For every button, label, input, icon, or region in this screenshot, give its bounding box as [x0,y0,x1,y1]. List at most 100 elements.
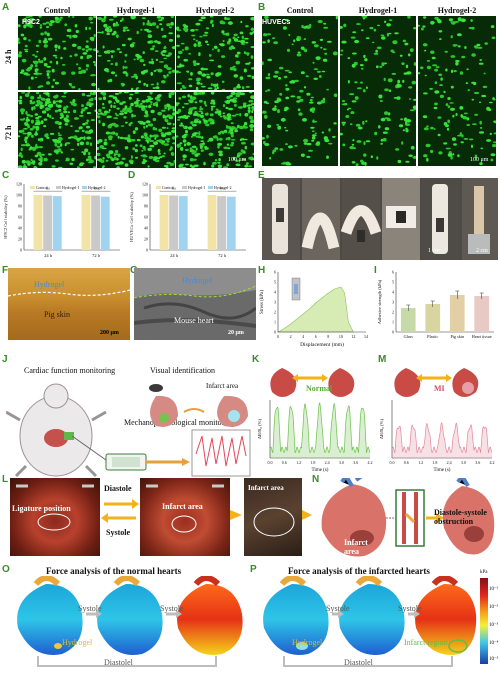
signal-line [391,422,493,454]
infarct-marker-l [146,484,224,533]
panel-j-letter: J [2,354,8,365]
x-tick-label: 3.0 [461,460,466,465]
x-tick-label: 4.2 [368,460,373,465]
legend-swatch [156,186,161,189]
bar [100,196,110,250]
normal-heart-force-maps [17,576,243,667]
fluorescence-tile [262,16,338,166]
panel-f-letter: F [2,265,9,276]
label-normal: Normal [306,384,333,393]
y-axis-label: ΔR/R₀ (%) [379,419,384,439]
label-infarct-area-j: Infarct area [206,382,239,390]
adhesion-photo-strip: 1 cm 2 cm [262,178,498,260]
x-tick-label: 12 [351,334,355,339]
legend-label: Hydrogel-2 [214,186,232,190]
bar [159,195,169,250]
y-tick-label: 60 [18,215,22,220]
bar [178,196,188,250]
sem-mouse-heart: Hydrogel Mouse heart 20 μm [134,268,256,340]
x-tick-label: 24 h [44,253,53,258]
row-label-72h: 72 h [4,125,13,140]
x-tick-label: 24 h [170,253,179,258]
panel-n-letter: N [312,474,320,485]
significance-label: ns [94,186,98,191]
y-tick-label: 4 [392,290,394,295]
y-tick-label: 1 [392,320,394,325]
col-header-hydrogel1: Hydrogel-1 [116,6,156,15]
label-diastole-p: Diastolel [344,658,373,667]
y-tick-label: 1 [274,320,276,325]
panel-b-letter: B [258,2,266,13]
label-infarct-area-n: Infarct area [344,538,368,556]
y-tick-label: 80 [18,204,22,209]
ligature-marker [16,484,94,531]
panel-o-letter: O [2,564,10,575]
scale-bar-e2: 2 cm [476,248,488,254]
x-tick-label: Plastic [427,334,438,339]
title-normal-force: Force analysis of the normal hearts [46,566,182,576]
legend-swatch [182,186,187,189]
y-tick-label: 3 [392,300,394,305]
fluorescence-tile [18,16,96,90]
label-cardiac-monitoring: Cardiac function monitoring [24,366,116,375]
x-axis-label: Displacement (mm) [300,341,344,348]
label-diastole-systole-obstruction: Diastole-systole obstruction [434,508,487,526]
x-tick-label: 3.0 [339,460,344,465]
label-hydrogel-g: Hydrogel [182,276,213,285]
colorbar-tick-4: 10⁻⁴ [489,641,499,646]
fluorescence-tile [18,92,96,168]
arrow-to-zoom [230,510,242,520]
stress-area [276,286,354,333]
col-header-control: Control [43,6,71,15]
label-infarct-region: Infarct region [404,638,448,647]
x-tick-label: 1.8 [310,460,315,465]
x-tick-label: 4.2 [490,460,495,465]
panel-m-letter: M [378,354,387,365]
panel-i-letter: I [374,265,377,276]
label-hydrogel-f: Hydrogel [34,280,65,289]
arrow-to-n [302,510,312,520]
mouse-monitoring-illustration [6,383,251,478]
x-tick-label: 0.0 [390,460,395,465]
chart-i-adhesive-strength: 0 1 2 3 4 5 6 Adhesive strength (kPa) Glass Plast… [377,270,494,339]
col-header-hydrogel2: Hydrogel-2 [195,6,235,15]
legend-label: Hydrogel-1 [62,186,80,190]
force-colorbar [480,578,488,664]
chart-c-h9c2-viability: 0 20 40 60 80 100 120 H9C2 Cell viability (%) 24… [3,182,120,258]
label-ligature-position: Ligature position [12,504,71,513]
label-hydrogel-o: Hydrogel [62,638,93,647]
significance-label: ns [220,186,224,191]
bar [43,195,53,250]
x-tick-label: 1.2 [296,460,301,465]
y-tick-label: 60 [144,215,148,220]
colorbar-tick-3: 10⁻³ [489,623,499,628]
col-header-control-b: Control [286,6,314,15]
x-tick-label: 72 h [92,253,101,258]
y-tick-label: 20 [18,237,22,242]
x-tick-label: Heart tissue [472,334,492,339]
x-tick-label: Glass [404,334,414,339]
y-tick-label: 40 [144,226,148,231]
y-tick-label: 3 [274,300,276,305]
scale-bar-f: 200 μm [100,330,119,336]
panel-d-letter: D [128,170,136,181]
label-diastole-l: Diastole [104,484,132,493]
y-axis-label: ΔR/R₀ (%) [257,419,262,439]
x-tick-label: 0.6 [282,460,287,465]
y-tick-label: 100 [16,193,22,198]
y-tick-label: 5 [274,280,276,285]
y-tick-label: 4 [274,290,276,295]
x-tick-label: 3.6 [475,460,480,465]
y-tick-label: 2 [274,310,276,315]
label-systole-p1: Systole [326,604,350,613]
x-tick-label: 14 [364,334,368,339]
bar [400,308,416,332]
x-tick-label: 8 [327,334,329,339]
y-axis-label: Adhesive strength (kPa) [377,279,382,324]
y-axis-label: Stress (kPa) [260,290,265,314]
y-tick-label: 5 [392,280,394,285]
y-tick-label: 120 [16,182,22,187]
y-tick-label: 6 [274,270,276,275]
x-axis-label: Time (s) [312,468,329,473]
